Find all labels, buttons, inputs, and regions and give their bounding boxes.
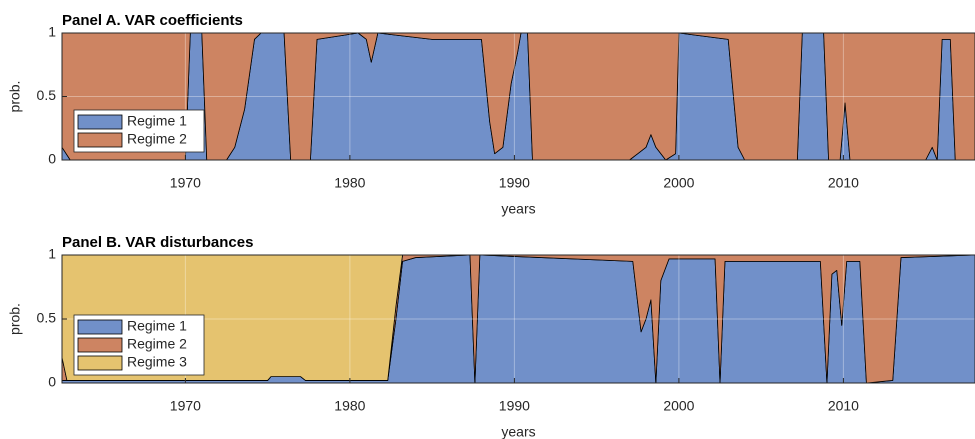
x-axis-label: years <box>501 201 535 217</box>
legend-label: Regime 1 <box>127 318 187 334</box>
x-tick-label: 1980 <box>334 175 365 191</box>
legend-label: Regime 2 <box>127 336 187 352</box>
x-tick-label: 1990 <box>499 175 530 191</box>
x-tick-label: 2000 <box>663 175 694 191</box>
y-tick-label: 0 <box>48 374 56 390</box>
x-tick-label: 2010 <box>828 175 859 191</box>
legend-swatch <box>77 337 123 353</box>
y-tick-label: 0.5 <box>37 87 57 103</box>
legend-swatch <box>77 319 123 335</box>
x-tick-label: 1970 <box>170 398 201 414</box>
x-tick-label: 1990 <box>499 398 530 414</box>
chart-title: Panel B. VAR disturbances <box>62 234 253 251</box>
axes-box <box>61 32 975 161</box>
y-tick-label: 1 <box>48 246 56 262</box>
y-axis-label: prob. <box>7 81 23 113</box>
axes-box <box>61 254 975 384</box>
legend-label: Regime 3 <box>127 354 187 370</box>
x-tick-label: 2000 <box>663 398 694 414</box>
y-tick-label: 0 <box>48 151 56 167</box>
x-tick-label: 2010 <box>828 398 859 414</box>
legend-swatch <box>77 132 123 148</box>
x-tick-label: 1980 <box>334 398 365 414</box>
x-tick-label: 1970 <box>170 175 201 191</box>
x-axis-label: years <box>501 424 535 439</box>
y-tick-label: 0.5 <box>37 310 57 326</box>
legend-swatch <box>77 114 123 130</box>
legend-swatch <box>77 355 123 371</box>
legend-label: Regime 2 <box>127 131 187 147</box>
legend-label: Regime 1 <box>127 113 187 129</box>
chart-title: Panel A. VAR coefficients <box>62 12 243 29</box>
y-tick-label: 1 <box>48 24 56 40</box>
y-axis-label: prob. <box>7 303 23 335</box>
